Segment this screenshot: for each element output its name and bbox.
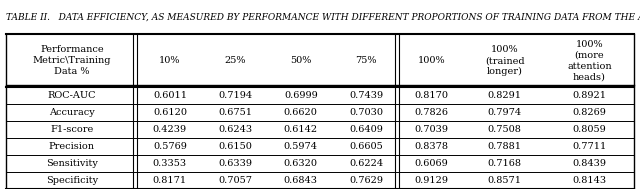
Text: 0.8059: 0.8059 (572, 125, 606, 134)
Text: 0.6069: 0.6069 (415, 159, 449, 168)
Text: 0.7508: 0.7508 (488, 125, 522, 134)
Text: 0.7439: 0.7439 (349, 91, 383, 100)
Text: 0.3353: 0.3353 (153, 159, 187, 168)
Text: ROC-AUC: ROC-AUC (47, 91, 96, 100)
Text: 0.7039: 0.7039 (415, 125, 449, 134)
Text: Accuracy: Accuracy (49, 108, 95, 117)
Text: 0.8291: 0.8291 (488, 91, 522, 100)
Text: 0.7168: 0.7168 (488, 159, 522, 168)
Text: 0.5769: 0.5769 (153, 142, 187, 151)
Text: 0.6620: 0.6620 (284, 108, 317, 117)
Text: 0.8170: 0.8170 (415, 91, 449, 100)
Text: Specificity: Specificity (45, 176, 98, 185)
Text: 0.8378: 0.8378 (415, 142, 449, 151)
Text: 25%: 25% (225, 56, 246, 65)
Text: 0.6605: 0.6605 (349, 142, 383, 151)
Text: 0.8921: 0.8921 (572, 91, 606, 100)
Text: 100%
(more
attention
heads): 100% (more attention heads) (567, 40, 612, 82)
Text: 0.6999: 0.6999 (284, 91, 317, 100)
Text: 0.8269: 0.8269 (572, 108, 606, 117)
Text: 10%: 10% (159, 56, 180, 65)
Text: 0.7826: 0.7826 (415, 108, 449, 117)
Text: Sensitivity: Sensitivity (46, 159, 98, 168)
Text: Precision: Precision (49, 142, 95, 151)
Text: F1-score: F1-score (50, 125, 93, 134)
Text: 0.7030: 0.7030 (349, 108, 383, 117)
Text: 0.4239: 0.4239 (153, 125, 187, 134)
Text: 0.7194: 0.7194 (218, 91, 252, 100)
Text: 0.7974: 0.7974 (488, 108, 522, 117)
Text: 0.9129: 0.9129 (415, 176, 449, 185)
Text: 0.7881: 0.7881 (488, 142, 522, 151)
Text: 0.7711: 0.7711 (572, 142, 607, 151)
Text: Performance
Metric\Training
Data %: Performance Metric\Training Data % (33, 45, 111, 76)
Text: 0.7629: 0.7629 (349, 176, 383, 185)
Text: 0.8143: 0.8143 (572, 176, 607, 185)
Text: 0.6751: 0.6751 (218, 108, 252, 117)
Text: 0.5974: 0.5974 (284, 142, 318, 151)
Text: 0.6142: 0.6142 (284, 125, 318, 134)
Text: 100%: 100% (418, 56, 445, 65)
Text: 0.8571: 0.8571 (488, 176, 522, 185)
Text: 0.8171: 0.8171 (153, 176, 187, 185)
Text: 0.6339: 0.6339 (218, 159, 252, 168)
Text: 0.6150: 0.6150 (218, 142, 252, 151)
Text: 0.6011: 0.6011 (153, 91, 187, 100)
Text: 0.6243: 0.6243 (218, 125, 252, 134)
Text: 0.8439: 0.8439 (572, 159, 606, 168)
Text: 0.6320: 0.6320 (284, 159, 318, 168)
Text: 0.6409: 0.6409 (349, 125, 383, 134)
Text: 0.7057: 0.7057 (218, 176, 252, 185)
Text: 100%
(trained
longer): 100% (trained longer) (485, 45, 525, 76)
Text: 0.6224: 0.6224 (349, 159, 383, 168)
Text: 0.6120: 0.6120 (153, 108, 187, 117)
Text: 0.6843: 0.6843 (284, 176, 318, 185)
Text: TABLE II.   DATA EFFICIENCY, AS MEASURED BY PERFORMANCE WITH DIFFERENT PROPORTIO: TABLE II. DATA EFFICIENCY, AS MEASURED B… (6, 12, 640, 22)
Text: 50%: 50% (290, 56, 312, 65)
Text: 75%: 75% (355, 56, 377, 65)
